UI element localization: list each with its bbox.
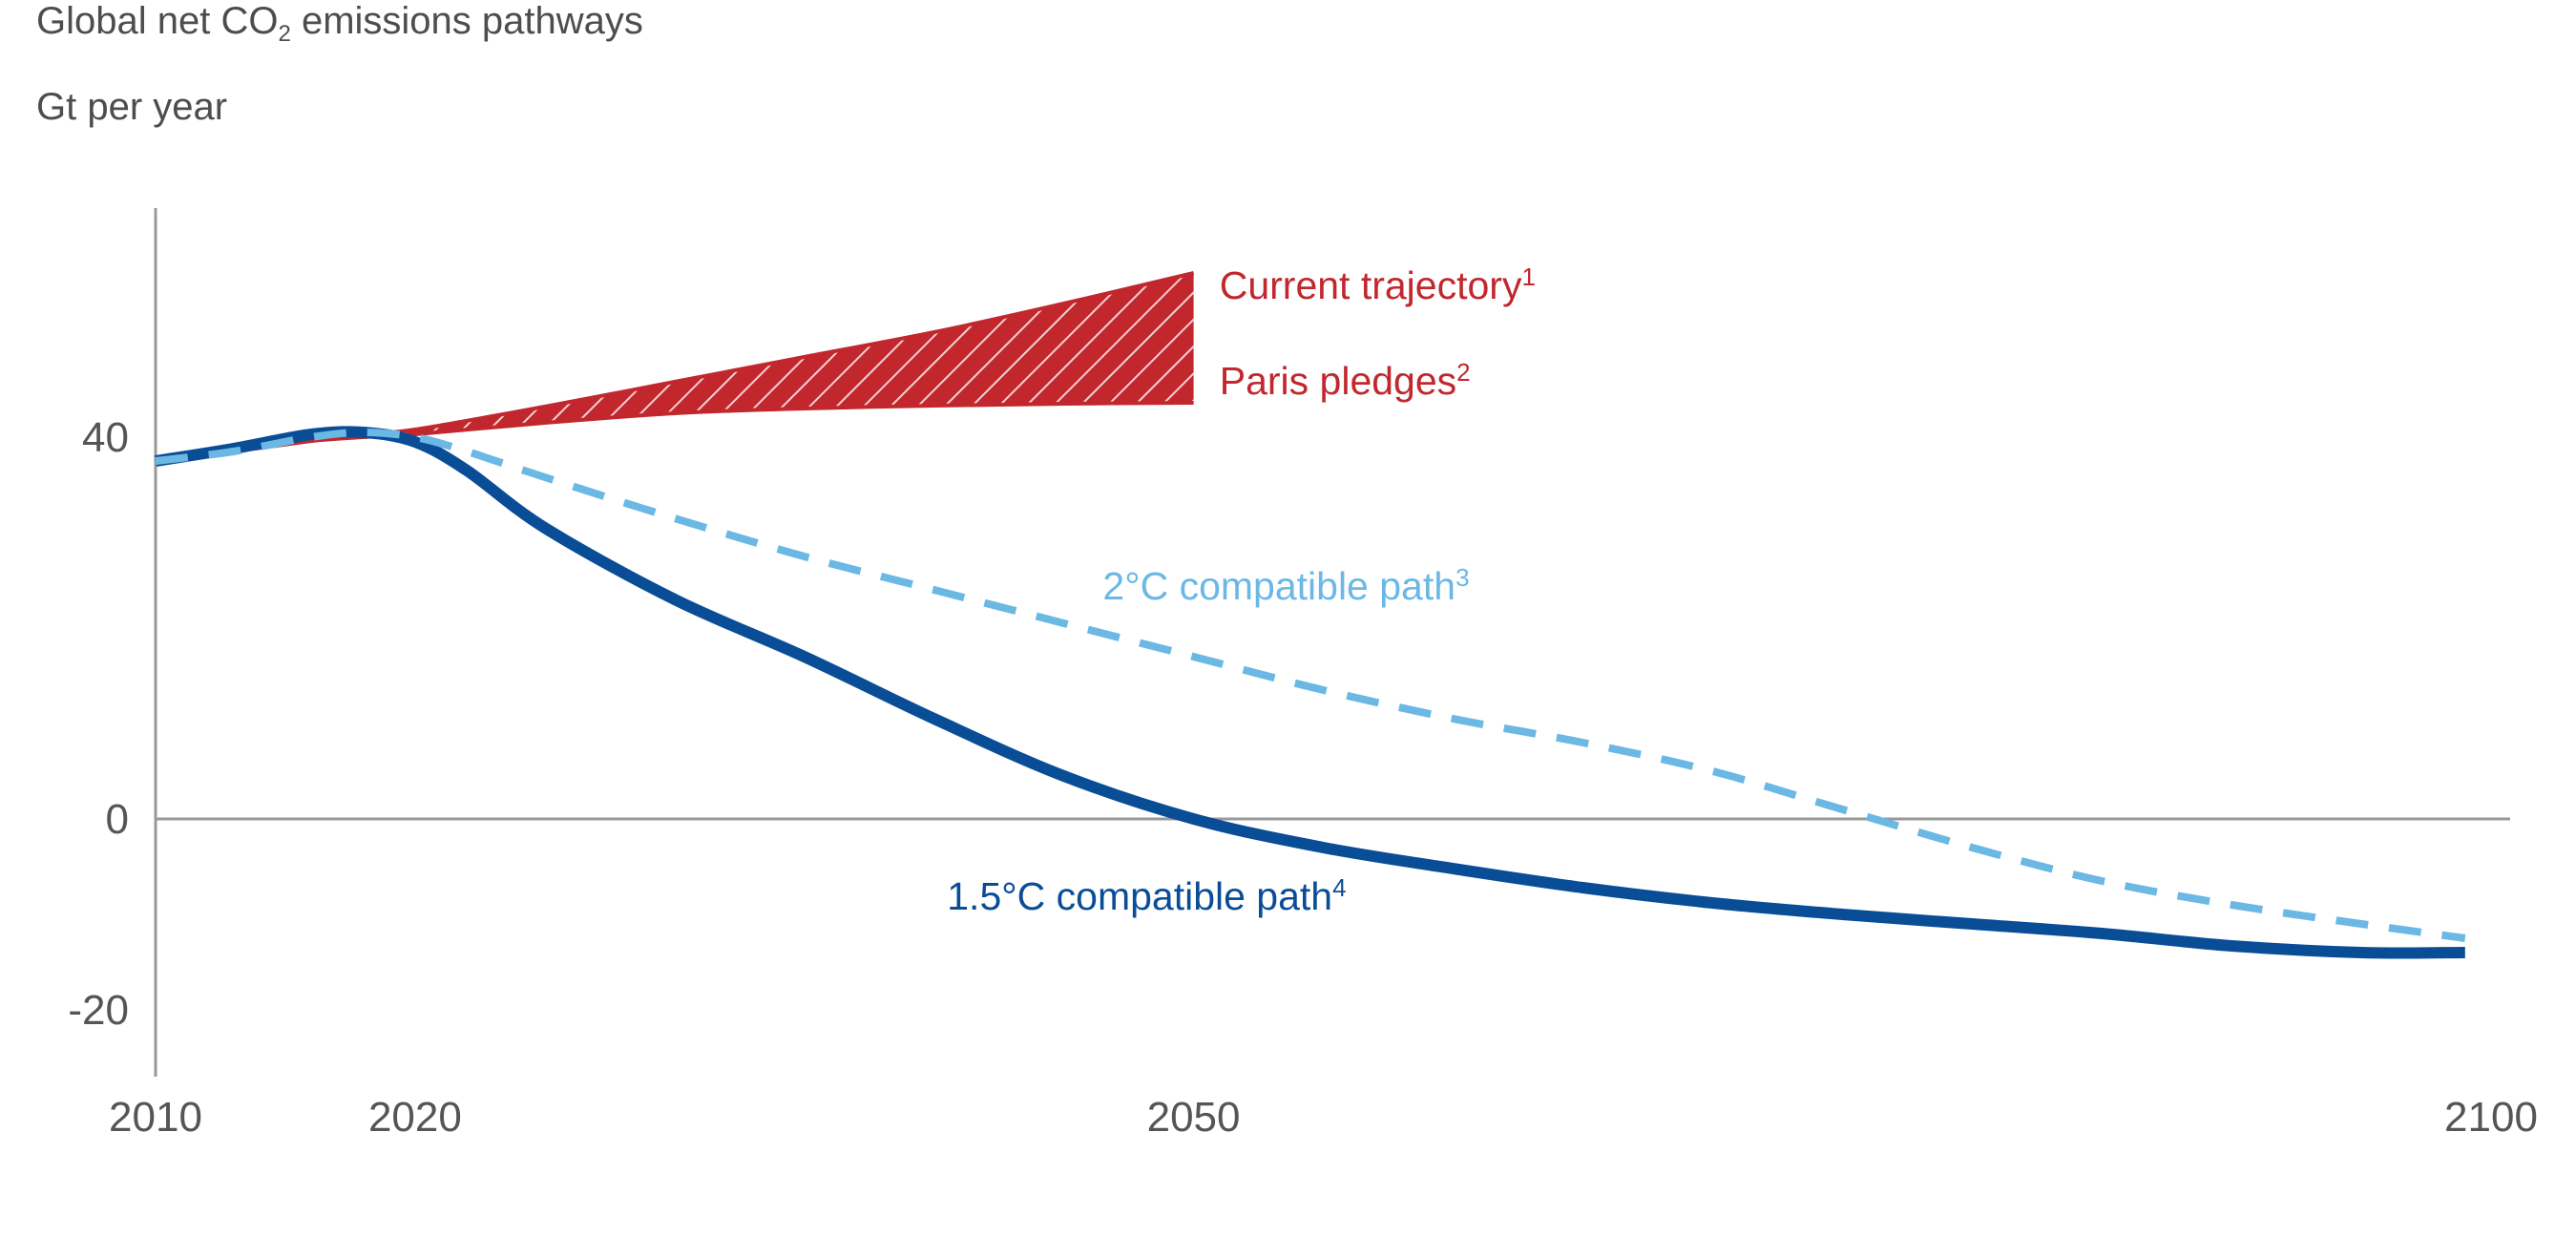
series-label-paris-pledges: Paris pledges2 [1220, 358, 1471, 403]
series-line-2c-path [155, 428, 2466, 942]
x-tick-label-2010: 2010 [109, 1094, 202, 1141]
y-tick-label-0: 0 [106, 796, 129, 843]
series-label-two-degree-path: 2°C compatible path3 [1102, 563, 1469, 608]
chart-title-main: Global net CO [36, 0, 279, 42]
chart-title: Global net CO2 emissions pathways [36, 0, 643, 48]
y-axis-unit-label: Gt per year [36, 86, 228, 128]
x-tick-label-2100: 2100 [2444, 1094, 2538, 1141]
series-line-paris-pledges [155, 401, 1194, 463]
y-tick-label-20: -20 [68, 987, 129, 1034]
chart-title-rest: emissions pathways [290, 0, 643, 42]
series-label-current-trajectory: Current trajectory1 [1220, 262, 1536, 307]
y-tick-label-40: 40 [82, 414, 129, 461]
x-tick-label-2050: 2050 [1147, 1094, 1241, 1141]
chart-title-subscript: 2 [278, 21, 291, 47]
series-line-1-5c-path [155, 426, 2465, 959]
series-label-one-five-degree-path: 1.5°C compatible path4 [947, 873, 1346, 918]
x-tick-label-2020: 2020 [368, 1094, 462, 1141]
current-to-pledges-band [156, 273, 1194, 461]
